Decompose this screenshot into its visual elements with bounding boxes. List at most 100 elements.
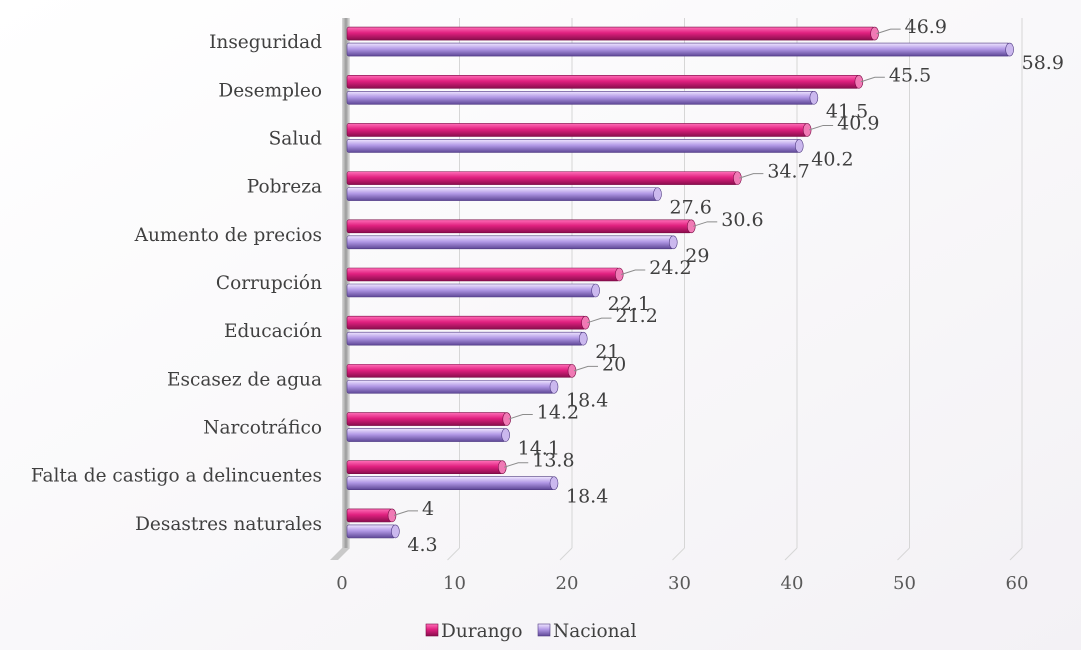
- bar-cap-nacional-desempleo: [809, 90, 819, 105]
- category-label-pobreza: Pobreza: [247, 177, 322, 198]
- data-label-durango-pobreza: 34.7: [767, 161, 809, 183]
- category-label-escasez-de-agua: Escasez de agua: [167, 369, 322, 390]
- bar-durango-inseguridad: [346, 26, 875, 41]
- bar-cap-durango-falta-de-castigo-a-delincuentes: [497, 460, 507, 475]
- x-tick-label: 30: [668, 573, 691, 594]
- data-label-nacional-pobreza: 27.6: [670, 197, 712, 219]
- data-label-durango-inseguridad: 46.9: [905, 16, 947, 38]
- data-label-durango-aumento-de-precios: 30.6: [721, 209, 763, 231]
- bar-cap-durango-corrupcion: [614, 267, 624, 282]
- bar-cap-nacional-salud: [794, 139, 804, 153]
- leader-line-desempleo: [860, 76, 885, 83]
- category-label-desempleo: Desempleo: [218, 80, 322, 101]
- bar-nacional-pobreza: [346, 187, 658, 201]
- data-label-durango-escasez-de-agua: 20: [602, 353, 626, 375]
- data-label-nacional-salud: 40.2: [811, 148, 853, 170]
- gridline-depth: [1009, 547, 1023, 561]
- gridline-depth: [672, 547, 685, 561]
- data-label-durango-educacion: 21.2: [616, 305, 658, 327]
- bar-nacional-desempleo: [346, 90, 815, 105]
- x-tick-label: 60: [1006, 573, 1029, 594]
- data-label-durango-desastres-naturales: 4: [422, 498, 434, 520]
- category-label-narcotrafico: Narcotráfico: [203, 418, 322, 439]
- bar-cap-nacional-narcotrafico: [501, 428, 510, 442]
- bar-durango-aumento-de-precios: [346, 219, 692, 234]
- category-label-aumento-de-precios: Aumento de precios: [134, 225, 322, 246]
- x-tick-label: 0: [336, 573, 347, 594]
- data-label-nacional-aumento-de-precios: 29: [685, 245, 709, 267]
- x-tick-label: 10: [443, 573, 466, 594]
- bar-durango-falta-de-castigo-a-delincuentes: [346, 460, 503, 475]
- leader-line-desastres-naturales: [393, 510, 418, 516]
- bar-cap-nacional-desastres-naturales: [391, 524, 400, 539]
- leader-line-escasez-de-agua: [573, 365, 598, 372]
- legend-swatch-durango: [425, 623, 439, 637]
- bar-cap-durango-desastres-naturales: [387, 508, 397, 523]
- bar-cap-durango-educacion: [581, 315, 590, 330]
- legend-swatch-nacional: [537, 623, 551, 637]
- data-label-durango-corrupcion: 24.2: [649, 257, 691, 279]
- data-label-nacional-falta-de-castigo-a-delincuentes: 18.4: [566, 486, 608, 508]
- data-label-nacional-escasez-de-agua: 18.4: [566, 389, 608, 411]
- data-label-durango-desempleo: 45.5: [889, 64, 931, 86]
- bar-cap-durango-inseguridad: [870, 26, 879, 41]
- bar-durango-pobreza: [346, 171, 738, 185]
- leader-line-salud: [808, 124, 834, 131]
- gridline-depth: [559, 547, 573, 561]
- bar-durango-desempleo: [346, 74, 860, 89]
- data-label-nacional-corrupcion: 22.1: [608, 293, 650, 315]
- bar-durango-educacion: [346, 315, 586, 330]
- bar-cap-nacional-aumento-de-precios: [668, 235, 678, 250]
- category-label-salud: Salud: [269, 128, 323, 149]
- bar-nacional-falta-de-castigo-a-delincuentes: [346, 476, 555, 491]
- bar-durango-narcotrafico: [346, 412, 508, 426]
- bar-nacional-corrupcion: [346, 283, 596, 298]
- data-label-durango-falta-de-castigo-a-delincuentes: 13.8: [532, 450, 574, 472]
- gridline-depth: [897, 547, 910, 561]
- x-tick-label: 20: [556, 573, 579, 594]
- category-label-inseguridad: Inseguridad: [209, 32, 322, 53]
- bar-cap-durango-desempleo: [854, 74, 864, 89]
- category-label-falta-de-castigo-a-delincuentes: Falta de castigo a delincuentes: [31, 466, 322, 487]
- bar-nacional-escasez-de-agua: [346, 380, 555, 394]
- category-label-corrupcion: Corrupción: [216, 273, 322, 294]
- bar-cap-nacional-falta-de-castigo-a-delincuentes: [549, 476, 559, 491]
- legend-label-durango: Durango: [441, 621, 523, 642]
- bar-cap-durango-escasez-de-agua: [567, 364, 577, 378]
- leader-line-pobreza: [739, 173, 764, 179]
- bar-durango-salud: [346, 123, 808, 137]
- bar-nacional-desastres-naturales: [346, 524, 396, 539]
- bar-cap-nacional-escasez-de-agua: [549, 380, 559, 394]
- leader-line-educacion: [587, 317, 612, 324]
- bar-cap-durango-narcotrafico: [502, 412, 512, 426]
- leader-line-inseguridad: [876, 28, 901, 35]
- bar-cap-nacional-pobreza: [653, 187, 662, 201]
- bar-cap-durango-aumento-de-precios: [686, 219, 696, 234]
- bar-cap-nacional-corrupcion: [591, 283, 600, 298]
- bar-nacional-narcotrafico: [346, 428, 506, 442]
- x-tick-label: 40: [781, 573, 804, 594]
- bar-cap-nacional-educacion: [578, 331, 588, 346]
- axis-wall: [342, 18, 350, 548]
- bar-nacional-aumento-de-precios: [346, 235, 674, 250]
- x-tick-label: 50: [893, 573, 916, 594]
- data-label-durango-salud: 40.9: [837, 112, 879, 134]
- bar-cap-nacional-inseguridad: [1005, 42, 1014, 57]
- bar-durango-escasez-de-agua: [346, 364, 573, 378]
- bar-cap-durango-pobreza: [733, 171, 742, 185]
- gridline-depth: [784, 547, 798, 561]
- category-label-educacion: Educación: [224, 321, 322, 342]
- category-label-desastres-naturales: Desastres naturales: [135, 514, 322, 535]
- gridline-depth: [447, 547, 460, 561]
- data-label-durango-narcotrafico: 14.2: [537, 402, 579, 424]
- leader-line-aumento-de-precios: [693, 221, 718, 227]
- axis-wall-floor: [330, 548, 350, 560]
- bar-cap-durango-salud: [802, 123, 812, 137]
- bar-durango-desastres-naturales: [346, 508, 393, 523]
- data-label-nacional-inseguridad: 58.9: [1022, 52, 1064, 74]
- bar-nacional-educacion: [346, 331, 584, 346]
- leader-line-narcotrafico: [508, 414, 533, 420]
- bar-durango-corrupcion: [346, 267, 620, 282]
